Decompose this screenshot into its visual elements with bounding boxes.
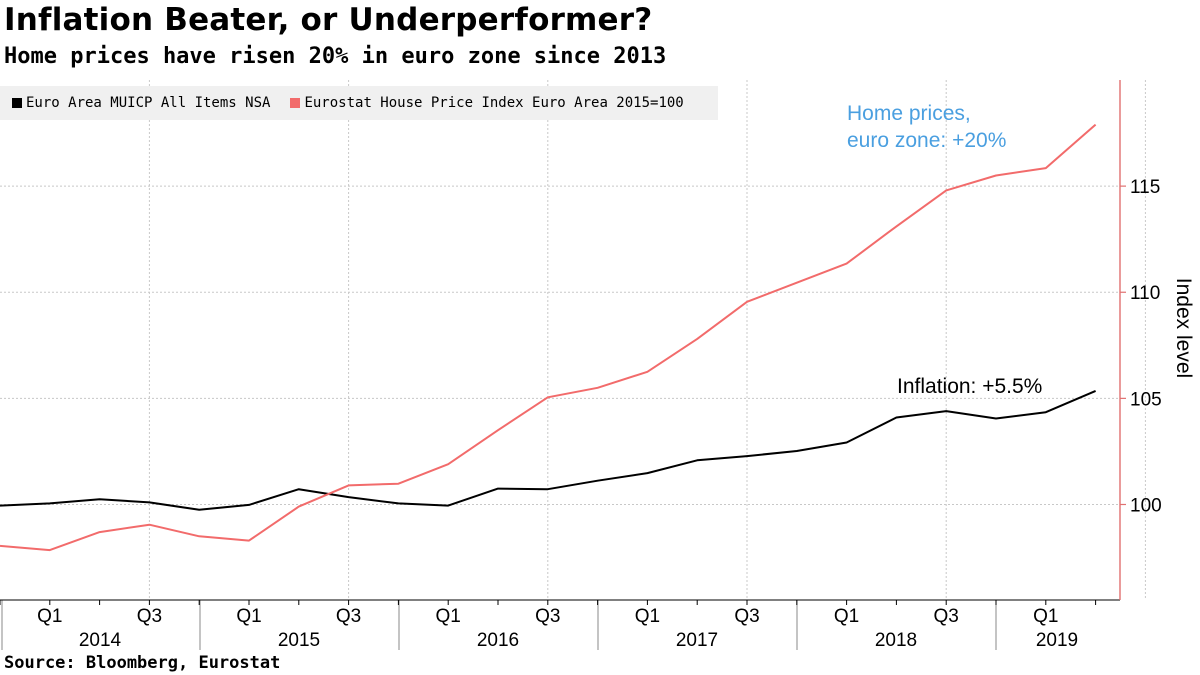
annotation-0-line-0: Home prices,: [847, 102, 971, 125]
x-tick-label-4: Q1: [436, 606, 461, 627]
chart-subtitle: Home prices have risen 20% in euro zone …: [4, 44, 667, 69]
x-year-label-2018: 2018: [875, 630, 917, 651]
x-tick-label-8: Q1: [834, 606, 859, 627]
legend: Euro Area MUICP All Items NSA Eurostat H…: [0, 86, 718, 120]
x-tick-label-10: Q1: [1033, 606, 1058, 627]
x-tick-label-5: Q3: [535, 606, 560, 627]
x-tick-label-0: Q1: [37, 606, 62, 627]
axes: 100 105 110 115 Q1 Q3 Q1 Q3 Q1 Q3 Q1 Q3 Q1 Q3 Q1 2014 20…: [0, 80, 1162, 651]
x-year-label-2017: 2017: [676, 630, 718, 651]
legend-label-house-prices: Eurostat House Price Index Euro Area 201…: [304, 95, 684, 111]
legend-label-inflation: Euro Area MUICP All Items NSA: [26, 95, 271, 111]
series-line-house-prices: [0, 123, 1097, 552]
gridlines: [0, 80, 1146, 600]
x-year-label-2016: 2016: [477, 630, 519, 651]
legend-swatch-inflation: [12, 98, 22, 108]
source-note: Source: Bloomberg, Eurostat: [4, 653, 281, 673]
legend-item-inflation: Euro Area MUICP All Items NSA: [12, 95, 270, 111]
y-tick-label-105: 105: [1130, 389, 1162, 410]
y-axis-label: Index level: [1172, 278, 1195, 378]
x-year-label-2014: 2014: [79, 630, 122, 651]
x-tick-label-3: Q3: [336, 606, 361, 627]
x-year-label-2019: 2019: [1036, 630, 1078, 651]
annotation-0-line-1: euro zone: +20%: [847, 129, 1006, 152]
x-tick-label-7: Q3: [734, 606, 759, 627]
series-line-inflation: [0, 389, 1096, 511]
y-tick-label-110: 110: [1130, 283, 1160, 304]
annotation-1-line-0: Inflation: +5.5%: [897, 375, 1042, 398]
chart-title: Inflation Beater, or Underperformer?: [4, 2, 653, 38]
x-tick-label-6: Q1: [635, 606, 660, 627]
y-tick-label-115: 115: [1130, 177, 1160, 198]
x-tick-label-9: Q3: [934, 606, 959, 627]
legend-swatch-house-prices: [290, 98, 301, 108]
annotations: Home prices, euro zone: +20% Inflation: +5…: [847, 102, 1042, 398]
series-lines: [0, 123, 1097, 552]
legend-item-house-prices: Eurostat House Price Index Euro Area 201…: [290, 95, 684, 111]
x-tick-label-2: Q1: [236, 606, 261, 627]
y-tick-label-100: 100: [1130, 495, 1162, 516]
x-year-label-2015: 2015: [278, 630, 320, 651]
x-tick-label-1: Q3: [137, 606, 162, 627]
